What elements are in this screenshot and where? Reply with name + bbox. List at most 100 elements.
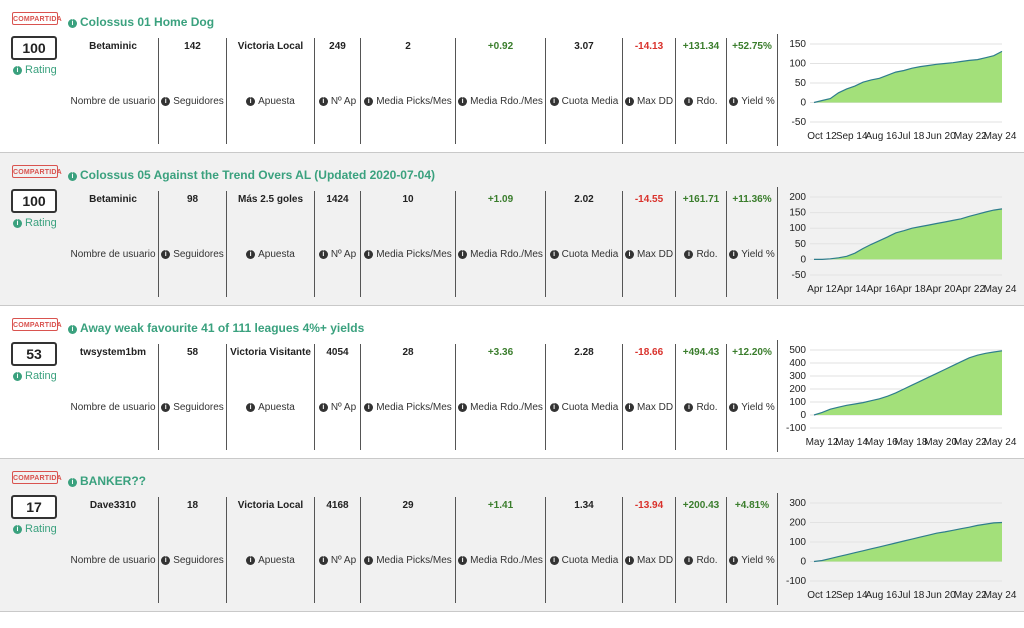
x-tick-label: May 24 (984, 590, 1017, 601)
info-icon[interactable]: i (13, 372, 22, 381)
y-tick-label: 200 (789, 384, 806, 395)
stat-column-avg_odds: 1.34 i Cuota Media (545, 497, 622, 603)
info-icon[interactable]: i (549, 250, 559, 259)
stat-value-return_month: +1.41 (487, 500, 514, 511)
x-tick-label: May 22 (954, 131, 987, 142)
info-icon[interactable]: i (161, 403, 171, 412)
stat-column-bet: Victoria Local i Apuesta (226, 38, 314, 144)
info-icon[interactable]: i (318, 250, 328, 259)
stat-value-user[interactable]: Betaminic (89, 41, 137, 52)
stat-label-text: Media Rdo./Mes (470, 96, 543, 107)
info-icon[interactable]: i (458, 250, 468, 259)
x-tick-label: May 22 (954, 590, 987, 601)
stat-value-return_month: +0.92 (487, 41, 514, 52)
info-icon[interactable]: i (729, 556, 739, 565)
stat-value-user[interactable]: Dave3310 (89, 500, 137, 511)
info-icon[interactable]: i (458, 556, 468, 565)
stat-value-max_dd: -14.13 (634, 41, 664, 52)
stat-label-text: Max DD (636, 96, 674, 107)
info-icon[interactable]: i (624, 97, 634, 106)
stat-column-followers: 142 i Seguidores (158, 38, 226, 144)
stat-label-text: Max DD (636, 249, 674, 260)
info-icon[interactable]: i (364, 97, 374, 106)
info-icon[interactable]: i (68, 478, 77, 487)
info-icon[interactable]: i (684, 250, 694, 259)
system-title[interactable]: Away weak favourite 41 of 111 leagues 4%… (80, 321, 365, 335)
info-icon[interactable]: i (161, 250, 171, 259)
stat-value-user[interactable]: twsystem1bm (79, 347, 147, 358)
info-icon[interactable]: i (161, 556, 171, 565)
info-icon[interactable]: i (624, 556, 634, 565)
info-icon[interactable]: i (68, 19, 77, 28)
system-title-link[interactable]: i Colossus 05 Against the Trend Overs AL … (68, 168, 435, 182)
info-icon[interactable]: i (729, 250, 739, 259)
system-title-link[interactable]: i Colossus 01 Home Dog (68, 15, 214, 29)
info-icon[interactable]: i (318, 556, 328, 565)
stat-label-text: Seguidores (173, 96, 224, 107)
info-icon[interactable]: i (318, 403, 328, 412)
x-tick-label: Sep 14 (836, 590, 868, 601)
info-icon[interactable]: i (549, 403, 559, 412)
info-icon[interactable]: i (364, 403, 374, 412)
system-title[interactable]: BANKER?? (80, 474, 146, 488)
info-icon[interactable]: i (13, 66, 22, 75)
system-title-link[interactable]: i Away weak favourite 41 of 111 leagues 4… (68, 321, 364, 335)
info-icon[interactable]: i (13, 219, 22, 228)
info-icon[interactable]: i (684, 403, 694, 412)
stat-column-yield: +52.75% i Yield % (726, 38, 777, 144)
info-icon[interactable]: i (246, 250, 256, 259)
stat-value-user[interactable]: Betaminic (89, 194, 137, 205)
y-tick-label: 50 (795, 239, 807, 250)
x-tick-label: Jul 18 (898, 131, 925, 142)
stat-label-text: Media Picks/Mes (376, 249, 452, 260)
stat-value-picks_month: 28 (402, 347, 414, 358)
info-icon[interactable]: i (458, 97, 468, 106)
x-tick-label: Aug 16 (865, 131, 897, 142)
stat-label-text: Nombre de usuario (70, 96, 156, 107)
stat-label-max_dd: i Max DD (623, 249, 675, 260)
info-icon[interactable]: i (729, 97, 739, 106)
stat-column-picks_month: 2 i Media Picks/Mes (360, 38, 455, 144)
stat-column-profit: +200.43 i Rdo. (675, 497, 726, 603)
info-icon[interactable]: i (246, 97, 256, 106)
stat-column-n_bets: 1424 i Nº Ap (314, 191, 360, 297)
stat-value-picks_month: 10 (402, 194, 414, 205)
x-tick-label: May 22 (954, 437, 987, 448)
y-tick-label: 200 (789, 192, 806, 203)
info-icon[interactable]: i (684, 97, 694, 106)
info-icon[interactable]: i (13, 525, 22, 534)
info-icon[interactable]: i (364, 250, 374, 259)
info-icon[interactable]: i (624, 403, 634, 412)
y-tick-label: 150 (789, 39, 806, 50)
system-title[interactable]: Colossus 05 Against the Trend Overs AL (… (80, 168, 435, 182)
stat-label-profit: i Rdo. (676, 249, 726, 260)
info-icon[interactable]: i (458, 403, 468, 412)
info-icon[interactable]: i (684, 556, 694, 565)
stat-value-bet: Más 2.5 goles (237, 194, 304, 205)
info-icon[interactable]: i (161, 97, 171, 106)
info-icon[interactable]: i (246, 556, 256, 565)
info-icon[interactable]: i (364, 556, 374, 565)
system-title[interactable]: Colossus 01 Home Dog (80, 15, 215, 29)
info-icon[interactable]: i (68, 325, 77, 334)
stat-label-picks_month: i Media Picks/Mes (361, 249, 455, 260)
info-icon[interactable]: i (246, 403, 256, 412)
stat-label-picks_month: i Media Picks/Mes (361, 96, 455, 107)
info-icon[interactable]: i (549, 556, 559, 565)
info-icon[interactable]: i (729, 403, 739, 412)
stat-column-bet: Victoria Visitante i Apuesta (226, 344, 314, 450)
system-title-link[interactable]: i BANKER?? (68, 474, 146, 488)
info-icon[interactable]: i (318, 97, 328, 106)
stat-value-followers: 98 (186, 194, 199, 205)
y-tick-label: 150 (789, 208, 806, 219)
info-icon[interactable]: i (624, 250, 634, 259)
stat-label-text: Media Rdo./Mes (470, 555, 543, 566)
stat-column-picks_month: 29 i Media Picks/Mes (360, 497, 455, 603)
info-icon[interactable]: i (68, 172, 77, 181)
stat-label-text: Cuota Media (561, 555, 619, 566)
stat-label-return_month: i Media Rdo./Mes (456, 249, 545, 260)
stat-label-yield: i Yield % (727, 96, 777, 107)
info-icon[interactable]: i (549, 97, 559, 106)
stat-column-bet: Victoria Local i Apuesta (226, 497, 314, 603)
